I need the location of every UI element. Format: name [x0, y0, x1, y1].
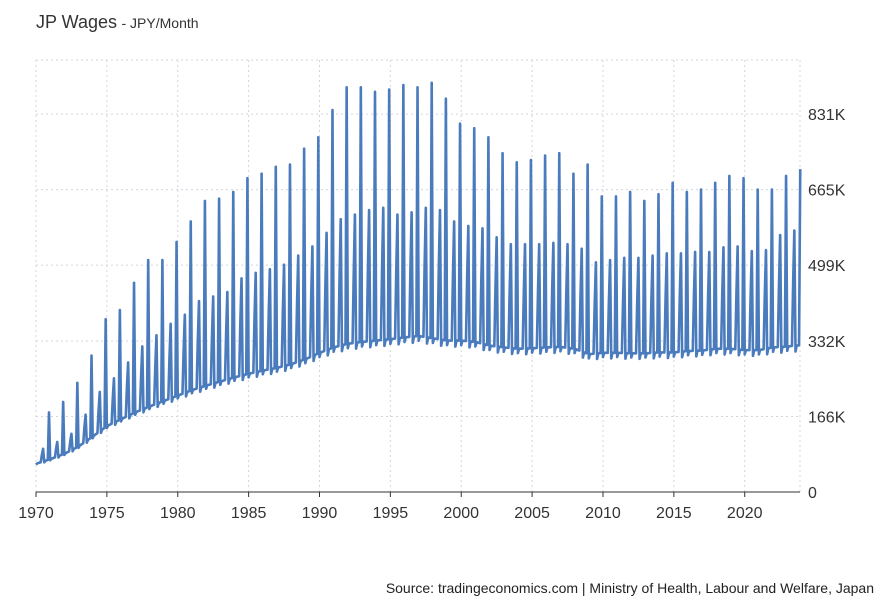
y-tick-label: 499K — [808, 258, 846, 275]
x-tick-label: 2010 — [585, 505, 621, 522]
series-layer — [35, 81, 802, 466]
x-tick-label: 2005 — [514, 505, 550, 522]
y-tick-label: 332K — [808, 334, 846, 351]
x-tick-label: 2020 — [727, 505, 763, 522]
y-tick-label: 166K — [808, 410, 846, 427]
y-tick-label: 831K — [808, 107, 846, 124]
chart-title: JP Wages — [36, 12, 118, 32]
x-tick-label: 1980 — [160, 505, 196, 522]
x-tick-labels: 1970 1975 1980 1985 1990 1995 2000 2005 2010 2015… — [18, 505, 762, 522]
chart-title-group: JP Wages - JPY/Month — [36, 12, 199, 33]
x-tick-label: 2000 — [443, 505, 479, 522]
x-tick-label: 1990 — [302, 505, 338, 522]
wages-series-line — [35, 81, 802, 466]
chart-subtitle: - JPY/Month — [121, 15, 199, 31]
source-note: Source: tradingeconomics.com | Ministry … — [385, 580, 874, 596]
x-tick-label: 1970 — [18, 505, 54, 522]
y-tick-label: 0 — [808, 485, 817, 502]
x-tick-label: 1995 — [373, 505, 409, 522]
x-tick-label: 1985 — [231, 505, 267, 522]
y-tick-labels: 0 166K 332K 499K 665K 831K — [808, 107, 846, 502]
x-tick-label: 2015 — [656, 505, 692, 522]
x-tick-label: 1975 — [89, 505, 125, 522]
axes — [35, 491, 800, 497]
y-tick-label: 665K — [808, 183, 846, 200]
